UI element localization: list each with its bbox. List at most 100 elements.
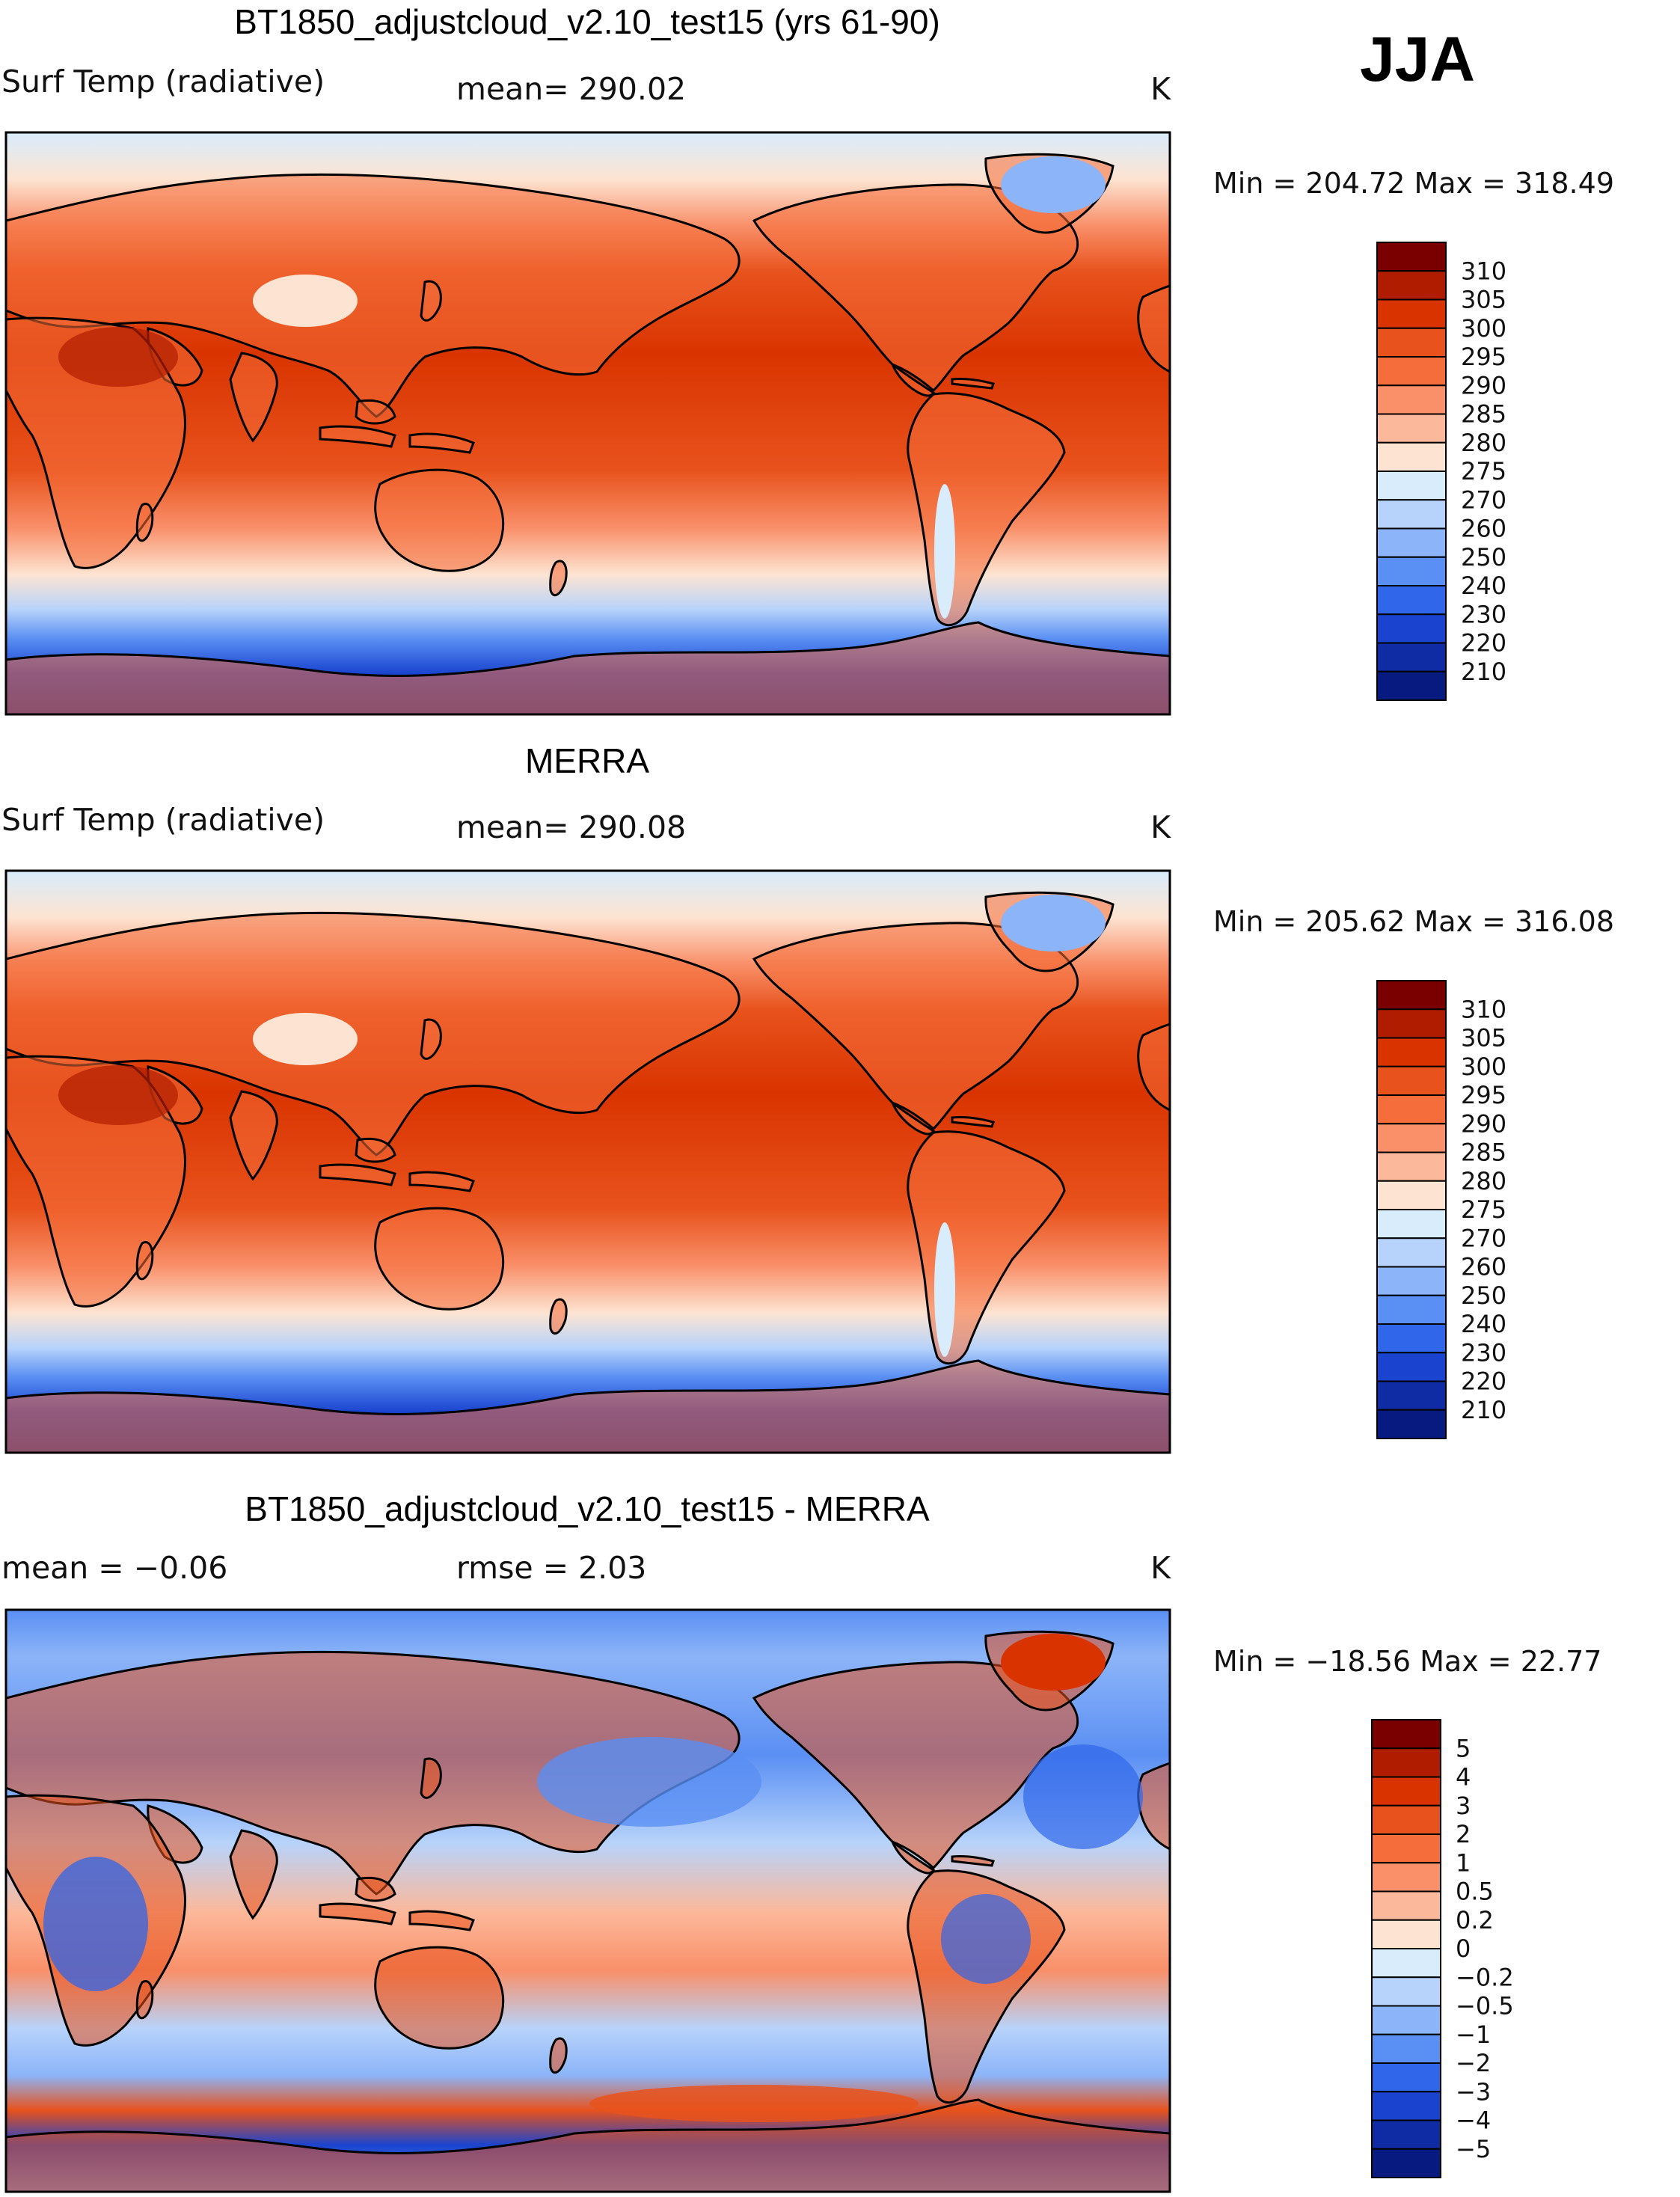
colorbar-swatch (1376, 1352, 1447, 1382)
colorbar-tick-label: 230 (1461, 600, 1506, 628)
colorbar-tick-label: −2 (1456, 2049, 1491, 2077)
colorbar-swatch (1371, 1862, 1441, 1893)
colorbar-tick-label: 300 (1461, 314, 1506, 343)
colorbar-tick-label: −3 (1456, 2077, 1491, 2106)
variable-label: Surf Temp (radiative) (1, 802, 325, 838)
colorbar-tick-label: 0.2 (1456, 1906, 1494, 1934)
colorbar: 3103053002952902852802752702602502402302… (1376, 242, 1506, 701)
colorbar-swatch (1371, 1976, 1441, 2007)
colorbar-swatch (1376, 1180, 1447, 1210)
colorbar-swatch (1376, 441, 1447, 472)
colorbar-tick-label: 305 (1461, 286, 1506, 314)
greenland-ice (1001, 895, 1106, 952)
colorbar-tick-label: 220 (1461, 629, 1506, 658)
colorbar-swatch (1376, 471, 1447, 501)
colorbar-swatch (1376, 1094, 1447, 1125)
colorbar-swatch (1371, 1719, 1441, 1750)
greenland-ice (1001, 156, 1106, 213)
panel-merra: MERRA Surf Temp (radiative) mean= 290.08… (1, 741, 1614, 1454)
colorbar-swatch (1376, 613, 1447, 644)
colorbar: 3103053002952902852802752702602502402302… (1376, 980, 1506, 1439)
map-field (4, 131, 1171, 716)
colorbar-swatch (1371, 2119, 1441, 2150)
rmse-label: rmse = 2.03 (456, 1550, 646, 1586)
minmax-label: Min = −18.56 Max = 22.77 (1213, 1645, 1601, 1678)
colorbar-swatch (1376, 1294, 1447, 1325)
colorbar-swatch (1376, 1237, 1447, 1268)
colorbar-swatch (1376, 585, 1447, 616)
colorbar-swatch (1371, 2091, 1441, 2121)
panel-title: BT1850_adjustcloud_v2.10_test15 (yrs 61-… (234, 2, 940, 41)
colorbar-tick-label: 275 (1461, 1195, 1506, 1224)
colorbar-swatch (1376, 1209, 1447, 1240)
map-frame (4, 1608, 1171, 2193)
colorbar-tick-label: −1 (1456, 2020, 1491, 2049)
minmax-label: Min = 205.62 Max = 316.08 (1213, 905, 1614, 938)
colorbar-tick-label: 260 (1461, 515, 1506, 543)
colorbar-swatch (1376, 327, 1447, 358)
colorbar-swatch (1376, 1123, 1447, 1153)
colorbar-tick-label: 285 (1461, 400, 1506, 429)
colorbar-swatch (1376, 1151, 1447, 1182)
map-field (4, 869, 1171, 1454)
amazon-cold-bias (941, 1894, 1031, 1984)
colorbar-swatch (1371, 1804, 1441, 1835)
north-atlantic-cold-bias (1023, 1744, 1143, 1849)
colorbar-swatch (1371, 2148, 1441, 2178)
colorbar-swatch (1371, 1747, 1441, 1778)
colorbar-tick-label: 300 (1461, 1052, 1506, 1081)
colorbar-tick-label: 230 (1461, 1338, 1506, 1367)
colorbar-tick-label: 5 (1456, 1734, 1471, 1762)
colorbar-tick-label: 260 (1461, 1253, 1506, 1281)
colorbar-tick-label: 290 (1461, 1109, 1506, 1138)
africa-cold-bias (43, 1857, 148, 1991)
colorbar-tick-label: 310 (1461, 257, 1506, 285)
colorbar-tick-label: 275 (1461, 457, 1506, 485)
panel-title: BT1850_adjustcloud_v2.10_test15 - MERRA (245, 1489, 930, 1528)
units-label: K (1150, 809, 1171, 845)
andes-cold-strip (934, 484, 955, 619)
colorbar-swatch (1376, 270, 1447, 301)
minmax-label: Min = 204.72 Max = 318.49 (1213, 167, 1614, 200)
colorbar-tick-label: 3 (1456, 1792, 1471, 1820)
colorbar-tick-label: 0 (1456, 1934, 1471, 1963)
colorbar-swatch (1376, 1065, 1447, 1096)
colorbar-tick-label: 270 (1461, 1224, 1506, 1252)
colorbar-tick-label: 240 (1461, 572, 1506, 600)
southern-ocean-warm-bias (589, 2085, 919, 2122)
colorbar-tick-label: 305 (1461, 1024, 1506, 1052)
tibet-cold-patch (253, 1013, 358, 1065)
colorbar-swatch (1376, 1409, 1447, 1439)
mean-label: mean = −0.06 (1, 1550, 227, 1586)
map-frame (4, 869, 1171, 1454)
colorbar-tick-label: 295 (1461, 1081, 1506, 1109)
colorbar-tick-label: 220 (1461, 1367, 1506, 1396)
colorbar-swatch (1376, 527, 1447, 558)
map-frame (4, 131, 1171, 716)
colorbar-swatch (1376, 499, 1447, 530)
colorbar-swatch (1371, 1833, 1441, 1864)
colorbar-swatch (1376, 1323, 1447, 1354)
colorbar-tick-label: 290 (1461, 371, 1506, 399)
colorbar-swatch (1376, 556, 1447, 586)
colorbar-swatch (1371, 1890, 1441, 1921)
colorbar-swatch (1371, 1948, 1441, 1979)
colorbar-swatch (1376, 242, 1447, 272)
units-label: K (1150, 1550, 1171, 1586)
colorbar-tick-label: 4 (1456, 1763, 1471, 1792)
colorbar-tick-label: −0.2 (1456, 1963, 1514, 1991)
colorbar-tick-label: 270 (1461, 485, 1506, 514)
variable-label: Surf Temp (radiative) (1, 64, 325, 99)
sahara-hot-patch (58, 327, 178, 387)
colorbar-tick-label: 280 (1461, 1167, 1506, 1195)
colorbar-swatch (1371, 1919, 1441, 1949)
tibet-cold-patch (253, 275, 358, 327)
colorbar-tick-label: 295 (1461, 343, 1506, 371)
colorbar-tick-label: 210 (1461, 1396, 1506, 1424)
colorbar-swatch (1376, 642, 1447, 672)
panel-title: MERRA (525, 741, 649, 780)
colorbar-swatch (1376, 670, 1447, 701)
units-label: K (1150, 71, 1171, 107)
colorbar-swatch (1376, 413, 1447, 444)
